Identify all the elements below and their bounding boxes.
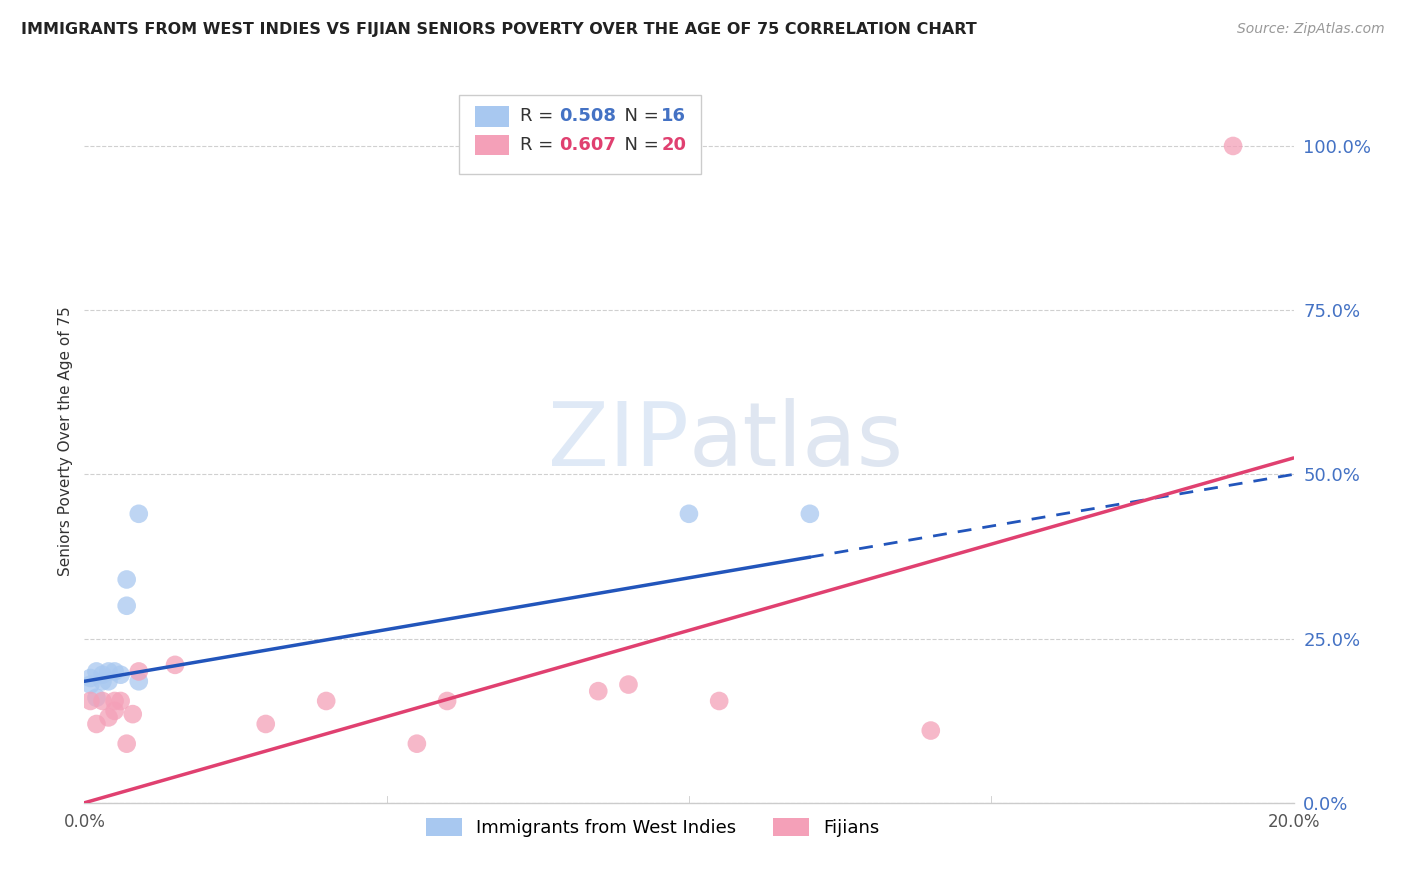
Y-axis label: Seniors Poverty Over the Age of 75: Seniors Poverty Over the Age of 75: [58, 307, 73, 576]
Point: [128, 674, 150, 689]
Point: [1222, 139, 1244, 153]
Text: R =: R =: [520, 107, 558, 126]
Point: [115, 737, 138, 751]
Point: [115, 599, 138, 613]
Point: [128, 665, 150, 679]
Bar: [475, 106, 509, 127]
Point: [110, 667, 132, 681]
Text: 20: 20: [661, 136, 686, 154]
Text: atlas: atlas: [689, 398, 904, 485]
Point: [406, 737, 429, 751]
Point: [104, 665, 127, 679]
Point: [709, 694, 731, 708]
Point: [86, 717, 108, 731]
Text: Source: ZipAtlas.com: Source: ZipAtlas.com: [1237, 22, 1385, 37]
Point: [436, 694, 458, 708]
Point: [678, 507, 700, 521]
Point: [91, 694, 114, 708]
Text: 0.508: 0.508: [560, 107, 617, 126]
Text: N =: N =: [613, 136, 664, 154]
Point: [121, 707, 143, 722]
Point: [79, 694, 101, 708]
Point: [104, 704, 127, 718]
Point: [86, 665, 108, 679]
Point: [110, 694, 132, 708]
Point: [104, 694, 127, 708]
Point: [86, 690, 108, 705]
Point: [588, 684, 610, 698]
Point: [115, 573, 138, 587]
Text: N =: N =: [613, 107, 664, 126]
Point: [254, 717, 277, 731]
Point: [799, 507, 821, 521]
Point: [91, 674, 114, 689]
Point: [97, 665, 120, 679]
Point: [128, 507, 150, 521]
Text: R =: R =: [520, 136, 558, 154]
FancyBboxPatch shape: [460, 95, 702, 174]
Text: IMMIGRANTS FROM WEST INDIES VS FIJIAN SENIORS POVERTY OVER THE AGE OF 75 CORRELA: IMMIGRANTS FROM WEST INDIES VS FIJIAN SE…: [21, 22, 977, 37]
Text: 16: 16: [661, 107, 686, 126]
Legend: Immigrants from West Indies, Fijians: Immigrants from West Indies, Fijians: [419, 811, 887, 845]
Bar: [475, 136, 509, 155]
Point: [920, 723, 942, 738]
Point: [165, 657, 187, 672]
Point: [97, 710, 120, 724]
Text: ZIP: ZIP: [548, 398, 689, 485]
Point: [97, 674, 120, 689]
Point: [79, 671, 101, 685]
Text: 0.607: 0.607: [560, 136, 616, 154]
Point: [315, 694, 337, 708]
Point: [91, 667, 114, 681]
Point: [617, 677, 640, 691]
Point: [79, 677, 101, 691]
